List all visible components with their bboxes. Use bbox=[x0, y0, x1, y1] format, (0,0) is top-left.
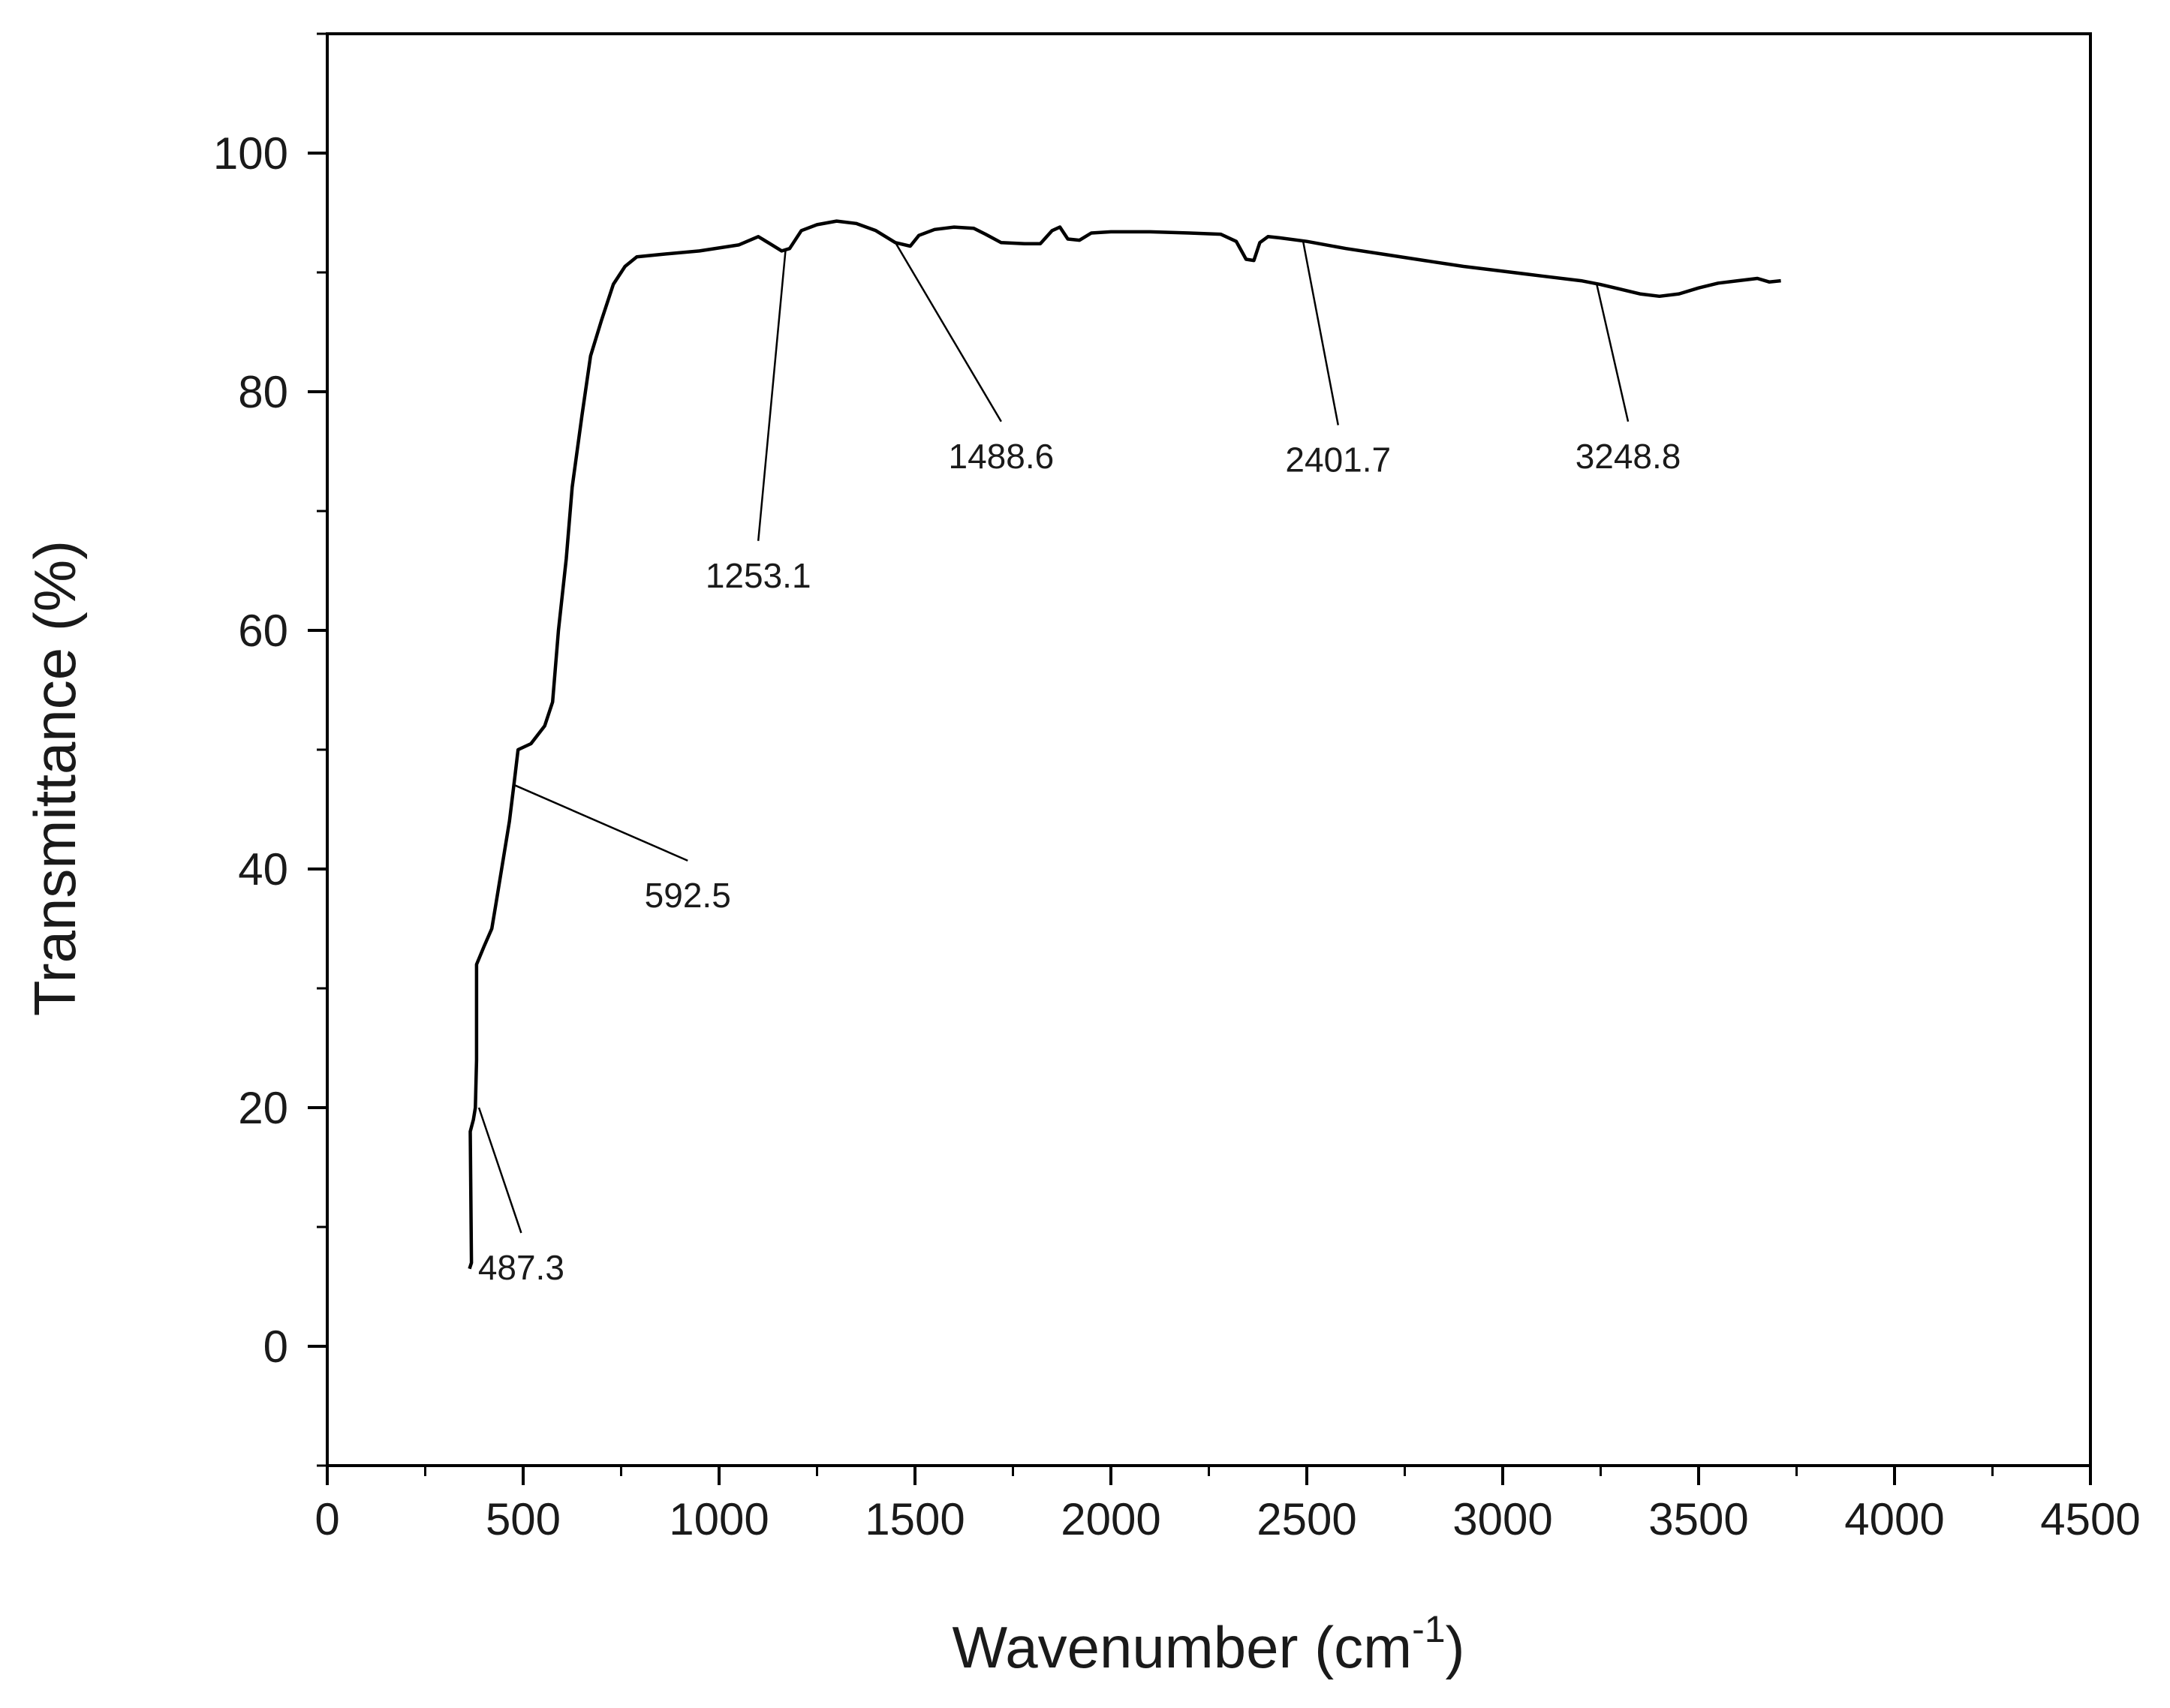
x-axis-title-superscript: -1 bbox=[1412, 1608, 1445, 1650]
x-tick-label: 3500 bbox=[1648, 1494, 1748, 1544]
spectrum-line bbox=[468, 219, 1781, 1270]
x-tick-label: 4500 bbox=[2040, 1494, 2140, 1544]
x-tick-label: 1000 bbox=[669, 1494, 769, 1544]
y-tick-label: 0 bbox=[263, 1322, 288, 1372]
plot-layer: 0 500 1000 1500 2000 2500 3000 3500 4000 4500 0 20 4… bbox=[213, 32, 2141, 1544]
y-tick-label: 100 bbox=[213, 128, 288, 179]
x-tick-label: 0 bbox=[315, 1494, 339, 1544]
x-tick-label: 500 bbox=[486, 1494, 561, 1544]
y-tick-label: 80 bbox=[238, 367, 288, 417]
peak-label: 592.5 bbox=[645, 876, 731, 915]
peak-leader-line bbox=[477, 1107, 522, 1234]
peak-leader-line bbox=[894, 242, 1002, 422]
peak-label: 2401.7 bbox=[1285, 441, 1391, 480]
y-tick-label: 40 bbox=[238, 844, 288, 895]
peak-label: 1253.1 bbox=[706, 556, 811, 595]
y-tick-label: 20 bbox=[238, 1083, 288, 1133]
peak-leader-line bbox=[515, 784, 688, 862]
x-tick-label: 2000 bbox=[1061, 1494, 1160, 1544]
x-axis-title-main: Wavenumber (cm bbox=[952, 1614, 1412, 1680]
x-axis-title: Wavenumber (cm-1) bbox=[952, 1608, 1464, 1680]
peak-label: 487.3 bbox=[478, 1248, 564, 1287]
x-tick-label: 3000 bbox=[1452, 1494, 1552, 1544]
x-tick-label: 4000 bbox=[1844, 1494, 1944, 1544]
peak-label: 1488.6 bbox=[948, 437, 1054, 476]
x-tick-label: 2500 bbox=[1257, 1494, 1356, 1544]
peak-leader-line bbox=[757, 248, 787, 541]
x-tick-label: 1500 bbox=[865, 1494, 965, 1544]
y-axis-title: Transmittance (%) bbox=[22, 540, 88, 1016]
x-axis-title-end: ) bbox=[1446, 1614, 1465, 1680]
y-axis-title-group: Transmittance (%) bbox=[22, 540, 88, 1016]
peak-leader-line bbox=[1596, 284, 1630, 422]
peak-label: 3248.8 bbox=[1576, 437, 1681, 476]
peak-leader-line bbox=[1302, 239, 1339, 425]
plot-frame bbox=[326, 32, 2092, 1467]
y-tick-label: 60 bbox=[238, 606, 288, 656]
